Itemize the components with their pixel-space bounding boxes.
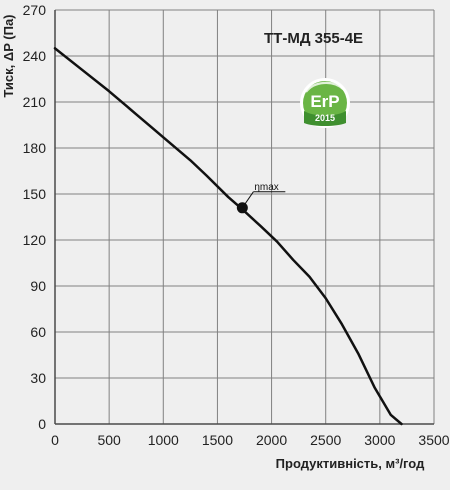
x-tick-label: 1000 xyxy=(148,432,179,448)
grid-layer xyxy=(54,9,435,425)
y-tick-label: 0 xyxy=(38,416,46,432)
annotation-layer: ηmax xyxy=(236,182,286,214)
x-tick-label: 0 xyxy=(51,432,59,448)
x-axis-title: Продуктивність, м³/год xyxy=(276,456,425,471)
x-tick-label: 2000 xyxy=(256,432,287,448)
erp-badge-swoosh-icon xyxy=(305,81,344,93)
erp-badge-ribbon xyxy=(304,111,346,126)
x-tick-label: 1500 xyxy=(202,432,233,448)
y-tick-label: 180 xyxy=(23,140,47,156)
erp-badge: ErP 2015 xyxy=(300,78,350,128)
y-tick-label: 120 xyxy=(23,232,47,248)
annotation-leader xyxy=(241,191,254,209)
x-tick-label: 2500 xyxy=(310,432,341,448)
y-tick-label: 150 xyxy=(23,186,47,202)
erp-badge-year-text: 2015 xyxy=(315,113,335,123)
x-tick-label: 3500 xyxy=(418,432,449,448)
series-layer xyxy=(53,47,403,426)
x-tick-label: 500 xyxy=(97,432,121,448)
tick-layer: 0 500 1000 1500 2000 2500 3000 3500 0 30 60 90 120 15… xyxy=(23,2,450,448)
erp-badge-green-circle xyxy=(303,81,347,125)
x-tick-label: 3000 xyxy=(364,432,395,448)
y-tick-label: 90 xyxy=(30,278,46,294)
erp-badge-main-text: ErP xyxy=(310,92,339,111)
y-tick-label: 270 xyxy=(23,2,47,18)
axis-layer xyxy=(54,10,434,425)
y-tick-label: 210 xyxy=(23,94,47,110)
max-efficiency-label: ηmax xyxy=(254,182,278,193)
series-line-0 xyxy=(53,47,403,426)
y-tick-label: 30 xyxy=(30,370,46,386)
y-axis-title: Тиск, ΔP (Па) xyxy=(1,14,16,97)
chart-title: ТТ-МД 355-4E xyxy=(264,30,363,47)
y-tick-label: 60 xyxy=(30,324,46,340)
y-tick-label: 240 xyxy=(23,48,47,64)
